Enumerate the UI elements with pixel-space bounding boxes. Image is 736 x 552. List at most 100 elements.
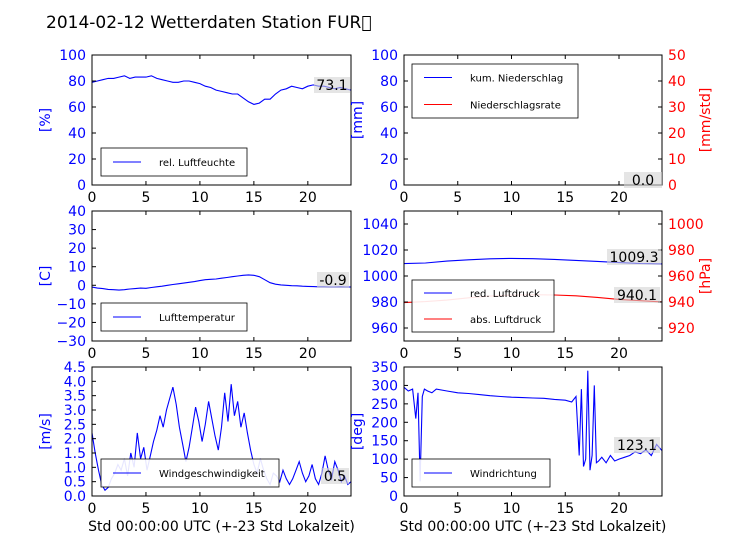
- y-axis-label: [%]: [38, 108, 54, 132]
- legend-label: Niederschlagsrate: [470, 101, 561, 112]
- y-tick-label: 100: [59, 48, 86, 64]
- y-tick-label: 2.0: [64, 432, 86, 448]
- y-tick-label-right: 980: [668, 243, 695, 259]
- x-tick-label: 10: [191, 190, 209, 206]
- y-tick-label: 200: [371, 415, 398, 431]
- y-tick-label: 3.5: [64, 389, 86, 405]
- y-axis-label: [mm]: [350, 101, 366, 139]
- legend-label: kum. Niederschlag: [470, 74, 563, 85]
- series-line-wind_direction-0: [403, 370, 663, 482]
- y-tick-label: 4.5: [64, 360, 86, 376]
- y-axis-label: [C]: [38, 266, 54, 287]
- y-axis-label: [deg]: [350, 413, 366, 450]
- annotation-label: 0.5: [324, 469, 346, 485]
- plot-frame: [403, 366, 663, 497]
- annotation-label: 0.0: [632, 173, 654, 189]
- y-tick-label: 40: [68, 126, 86, 142]
- y-tick-label-right: 1000: [668, 217, 704, 233]
- y-tick-label: −20: [56, 315, 86, 331]
- y-tick-label-right: 10: [668, 152, 686, 168]
- annotation-box: [614, 437, 660, 453]
- y-tick-label: 250: [371, 397, 398, 413]
- y-tick-label: 350: [371, 360, 398, 376]
- y-tick-label: 60: [68, 100, 86, 116]
- x-tick-label: 20: [299, 190, 317, 206]
- y-tick-label: 20: [68, 241, 86, 257]
- y-tick-label: 980: [371, 295, 398, 311]
- y-tick-label: 10: [68, 260, 86, 276]
- y-tick-label: 60: [380, 100, 398, 116]
- legend-label: Lufttemperatur: [159, 313, 236, 324]
- y-tick-label: 100: [371, 452, 398, 468]
- x-tick-label: 20: [299, 501, 317, 517]
- x-tick-label: 15: [245, 190, 263, 206]
- panel-temperature: [91, 210, 352, 342]
- x-tick-label: 10: [191, 501, 209, 517]
- y-tick-label-right: 30: [668, 100, 686, 116]
- y-tick-label: 20: [380, 152, 398, 168]
- x-axis-label: Std 00:00:00 UTC (+-23 Std Lokalzeit): [400, 519, 667, 535]
- x-tick-label: 15: [245, 346, 263, 362]
- x-tick-label: 10: [503, 501, 521, 517]
- y-tick-label-right: 920: [668, 321, 695, 337]
- y-tick-label: 40: [68, 204, 86, 220]
- annotation-box: [317, 272, 349, 288]
- y-tick-label: 20: [68, 152, 86, 168]
- x-axis-label: Std 00:00:00 UTC (+-23 Std Lokalzeit): [88, 519, 355, 535]
- x-tick-label: 0: [400, 190, 409, 206]
- y-tick-label: 0: [389, 489, 398, 505]
- panel-humidity: [91, 54, 352, 186]
- panel-wind_speed: [91, 366, 352, 497]
- annotation-box: [321, 468, 349, 484]
- legend-label: red. Luftdruck: [470, 289, 540, 300]
- y-tick-label: 80: [380, 74, 398, 90]
- x-tick-label: 10: [503, 190, 521, 206]
- x-tick-label: 20: [610, 190, 628, 206]
- y-tick-label: 0: [389, 178, 398, 194]
- y-tick-label: 1000: [362, 269, 398, 285]
- x-tick-label: 5: [453, 501, 462, 517]
- legend-label: Windgeschwindigkeit: [159, 469, 265, 480]
- annotation-box: [624, 172, 662, 188]
- y-axis-label: [m/s]: [38, 413, 54, 450]
- x-tick-label: 5: [141, 346, 150, 362]
- y-tick-label: 2.5: [64, 417, 86, 433]
- x-tick-label: 0: [400, 346, 409, 362]
- x-tick-label: 5: [453, 190, 462, 206]
- y-tick-label: 40: [380, 126, 398, 142]
- panel-wind_direction: [403, 366, 663, 497]
- y-tick-label: 80: [68, 74, 86, 90]
- y-tick-label: 1040: [362, 217, 398, 233]
- plot-frame: [403, 54, 663, 186]
- x-tick-label: 0: [400, 501, 409, 517]
- x-tick-label: 10: [503, 346, 521, 362]
- x-tick-label: 15: [556, 501, 574, 517]
- y-tick-label: 0.5: [64, 475, 86, 491]
- y-tick-label-right: 0: [668, 178, 677, 194]
- x-tick-label: 20: [299, 346, 317, 362]
- y-tick-label: −30: [56, 334, 86, 350]
- y-tick-label: 50: [380, 471, 398, 487]
- y-tick-label: 1020: [362, 243, 398, 259]
- x-tick-label: 5: [453, 346, 462, 362]
- x-tick-label: 0: [88, 190, 97, 206]
- y-tick-label-right: 940: [668, 295, 695, 311]
- annotation-label: 123.1: [617, 438, 657, 454]
- panel-precipitation: [403, 54, 663, 188]
- legend-label: rel. Luftfeuchte: [159, 158, 235, 169]
- y-tick-label: 30: [68, 223, 86, 239]
- series-line-wind_speed-0: [91, 384, 352, 492]
- y-tick-label: 1.0: [64, 460, 86, 476]
- y-axis-label-right: [hPa]: [698, 258, 714, 294]
- y-tick-label-right: 40: [668, 74, 686, 90]
- series-line-temperature-0: [91, 274, 351, 291]
- plot-frame: [91, 210, 352, 342]
- y-tick-label: −10: [56, 297, 86, 313]
- x-tick-label: 0: [88, 346, 97, 362]
- legend-label: Windrichtung: [470, 469, 537, 480]
- legend-label: abs. Luftdruck: [470, 315, 541, 326]
- annotation-label: 940.1: [617, 288, 657, 304]
- y-tick-label: 300: [371, 378, 398, 394]
